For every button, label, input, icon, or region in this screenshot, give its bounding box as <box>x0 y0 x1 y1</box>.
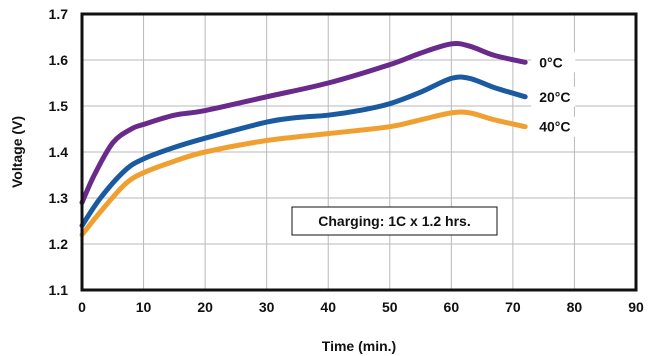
y-tick-label: 1.1 <box>49 282 69 298</box>
x-tick-label: 0 <box>78 299 86 315</box>
series-lines <box>79 41 528 238</box>
tick-labels: 0 10 20 30 40 50 60 70 80 90 1.1 1.2 1.3 1.4 1.5 1.6 1.7 <box>49 6 644 315</box>
series-label-0: 0°C <box>539 54 563 70</box>
series-line-1 <box>79 74 528 229</box>
x-tick-label: 80 <box>567 299 583 315</box>
annotation-frame <box>291 206 498 236</box>
x-tick-label: 20 <box>197 299 213 315</box>
x-tick-label: 10 <box>136 299 152 315</box>
plot-frame <box>80 12 638 292</box>
series-label-2: 40°C <box>539 119 570 135</box>
x-tick-label: 50 <box>382 299 398 315</box>
x-tick-label: 70 <box>505 299 521 315</box>
x-tick-label: 30 <box>259 299 275 315</box>
x-tick-label: 40 <box>320 299 336 315</box>
series-line-0 <box>79 41 528 206</box>
series-line-2 <box>79 109 528 238</box>
annotation-text: Charging: 1C x 1.2 hrs. <box>318 213 470 229</box>
series-label-background <box>531 86 576 107</box>
y-tick-label: 1.5 <box>49 98 69 114</box>
series-label-1: 20°C <box>539 89 570 105</box>
y-tick-label: 1.7 <box>49 6 69 22</box>
x-axis-title: Time (min.) <box>322 338 396 354</box>
series-label-background <box>531 116 576 137</box>
y-axis-title: Voltage (V) <box>9 116 25 188</box>
y-tick-label: 1.4 <box>49 144 69 160</box>
x-tick-label: 90 <box>628 299 644 315</box>
y-tick-label: 1.6 <box>49 52 69 68</box>
annotation-box: Charging: 1C x 1.2 hrs. <box>291 206 498 236</box>
y-tick-label: 1.2 <box>49 236 69 252</box>
y-tick-label: 1.3 <box>49 190 69 206</box>
series-labels: 0°C 20°C 40°C <box>531 52 576 137</box>
x-tick-label: 60 <box>444 299 460 315</box>
series-label-background <box>531 52 576 73</box>
